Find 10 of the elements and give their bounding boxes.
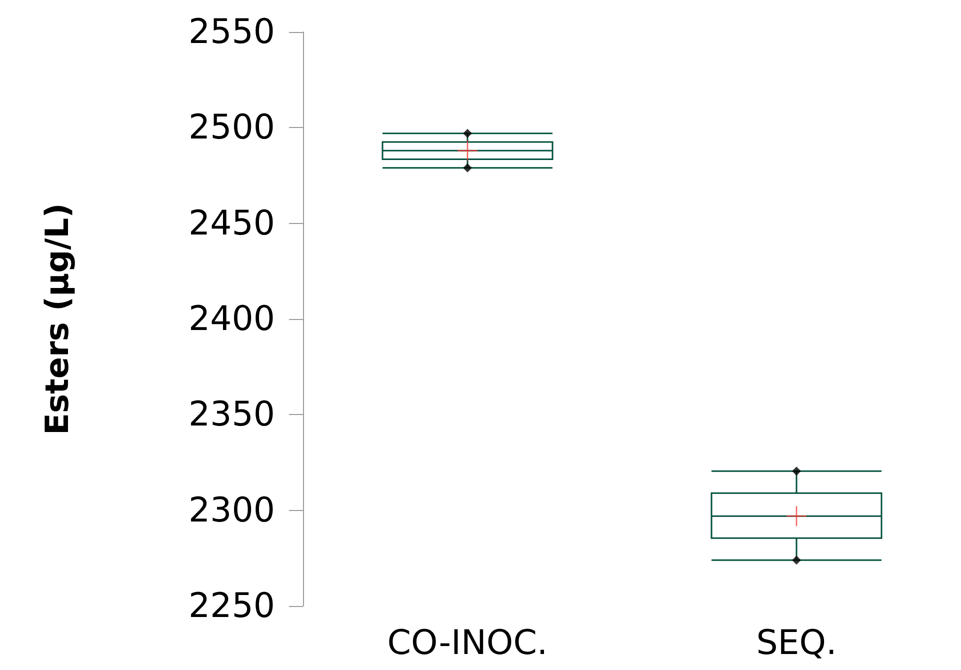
y-tick-label: 2250 (188, 586, 275, 626)
y-axis-title: Esters (μg/L) (38, 203, 76, 435)
y-tick-label: 2400 (188, 299, 275, 339)
y-tick-label: 2450 (188, 203, 275, 244)
x-tick-label: CO-INOC. (387, 623, 548, 663)
y-tick-label: 2350 (188, 394, 275, 435)
y-tick-label: 2550 (188, 12, 275, 52)
y-tick-label: 2300 (188, 490, 275, 530)
y-tick-label: 2500 (188, 108, 275, 148)
x-tick-label: SEQ. (756, 623, 837, 663)
